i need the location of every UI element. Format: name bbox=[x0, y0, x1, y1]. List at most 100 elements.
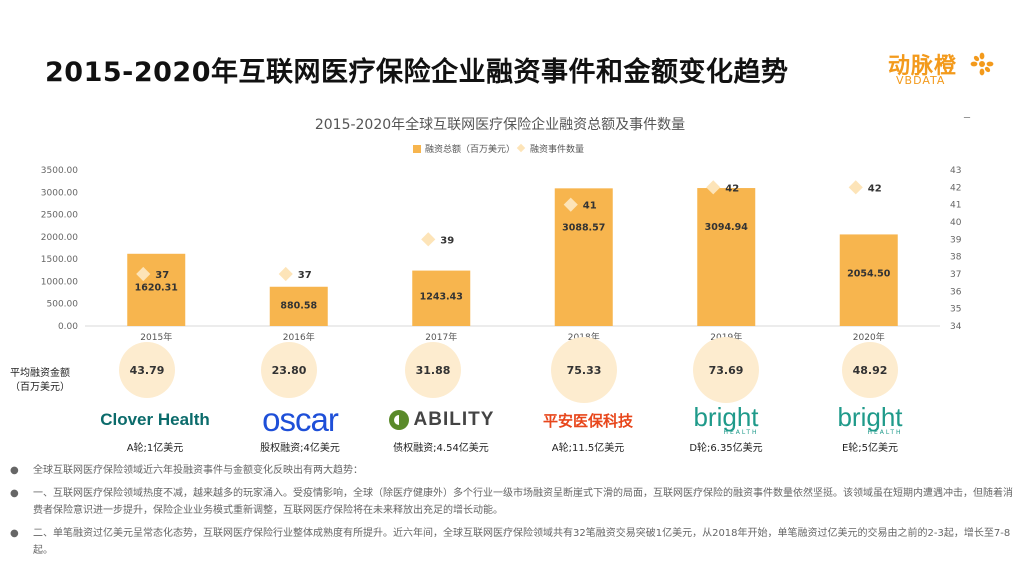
left-axis-tick: 2500.00 bbox=[41, 211, 78, 221]
ability-logo: ABILITY bbox=[371, 405, 511, 435]
event-count-point bbox=[278, 266, 293, 282]
ability-mark-icon bbox=[388, 410, 409, 430]
right-axis-tick: 41 bbox=[950, 201, 961, 211]
avg-circle-2020: 48.92 bbox=[842, 342, 898, 398]
clover-health-logo: Clover Health bbox=[85, 405, 225, 435]
event-count-point bbox=[848, 180, 863, 195]
x-axis-category-label: 2016年 bbox=[283, 331, 315, 343]
right-axis-tick: 43 bbox=[950, 166, 961, 176]
event-count-label: 37 bbox=[298, 270, 312, 281]
bar-value-label: 1243.43 bbox=[420, 292, 463, 303]
logo-flower-icon bbox=[970, 52, 994, 76]
avg-circle-2018: 75.33 bbox=[551, 337, 617, 403]
left-axis-tick: 2000.00 bbox=[41, 233, 78, 243]
chart-title: 2015-2020年全球互联网医疗保险企业融资总额及事件数量 bbox=[314, 117, 686, 133]
event-count-point bbox=[706, 180, 721, 195]
avg-circle-2017: 31.88 bbox=[405, 342, 461, 398]
legend-bar-swatch bbox=[413, 145, 421, 153]
company-caption: E轮;5亿美元 bbox=[841, 443, 899, 454]
event-count-point bbox=[421, 232, 436, 247]
logo-text-cn: 动脉橙 bbox=[888, 54, 958, 79]
company-bright-health-e: bright HEALTH E轮;5亿美元 bbox=[800, 401, 940, 455]
note-text: 一、互联网医疗保险领域热度不减，越来越多的玩家涌入。受疫情影响，全球（除医疗健康… bbox=[33, 488, 1013, 516]
note-item: ● 一、互联网医疗保险领域热度不减，越来越多的玩家涌入。受疫情影响，全球（除医疗健… bbox=[8, 485, 1013, 519]
company-ability: ABILITY 债权融资;4.54亿美元 bbox=[371, 405, 511, 454]
oscar-logo: oscar bbox=[230, 401, 370, 438]
company-caption: A轮;11.5亿美元 bbox=[551, 443, 625, 454]
bullet-dot-icon: ● bbox=[10, 528, 19, 539]
legend-marker-swatch bbox=[516, 143, 526, 153]
bar-value-label: 3094.94 bbox=[705, 222, 749, 233]
logo-text-en: VBDATA bbox=[896, 74, 946, 87]
left-axis-tick: 1000.00 bbox=[41, 277, 78, 287]
right-axis-tick: 35 bbox=[950, 305, 961, 315]
note-item: ● 二、单笔融资过亿美元呈常态化态势，互联网医疗保险行业整体成熟度有所提升。近六年… bbox=[8, 525, 1013, 559]
event-count-point bbox=[136, 266, 151, 282]
right-axis-tick: 34 bbox=[950, 322, 962, 332]
legend-bar-label: 融资总额（百万美元） bbox=[425, 143, 515, 155]
avg-funding-label: 平均融资金额 （百万美元） bbox=[10, 367, 70, 395]
event-count-label: 42 bbox=[725, 183, 739, 194]
company-pingan: 平安医保科技 A轮;11.5亿美元 bbox=[518, 405, 658, 455]
right-axis-tick: 38 bbox=[950, 253, 962, 263]
event-count-label: 41 bbox=[583, 201, 597, 212]
bar-2018年 bbox=[554, 188, 613, 326]
page-title: 2015-2020年互联网医疗保险企业融资事件和金额变化趋势 bbox=[45, 57, 789, 88]
x-axis-category-label: 2020年 bbox=[853, 331, 885, 343]
bright-health-logo: bright HEALTH bbox=[656, 401, 796, 436]
left-axis-tick: 0.00 bbox=[58, 322, 78, 332]
right-axis-tick: 37 bbox=[950, 270, 961, 280]
bullet-dot-icon: ● bbox=[10, 488, 19, 499]
event-count-label: 39 bbox=[440, 235, 454, 246]
left-axis-tick: 500.00 bbox=[47, 300, 79, 310]
oscar-wordmark: oscar bbox=[262, 401, 339, 438]
bar-2017年 bbox=[412, 270, 471, 326]
company-caption: D轮;6.35亿美元 bbox=[689, 443, 763, 454]
pingan-wordmark: 平安医保科技 bbox=[542, 411, 633, 430]
bar-2015年 bbox=[127, 253, 186, 326]
health-wordmark: HEALTH bbox=[867, 428, 903, 436]
left-axis-tick: 3500.00 bbox=[41, 166, 78, 176]
right-axis-tick: 42 bbox=[950, 183, 961, 193]
company-caption: 股权融资;4亿美元 bbox=[260, 443, 340, 454]
vbdata-logo: 动脉橙 VBDATA bbox=[888, 48, 998, 92]
bar-value-label: 880.58 bbox=[280, 300, 317, 311]
bright-wordmark: bright bbox=[837, 401, 903, 432]
bar-2016年 bbox=[269, 286, 328, 326]
legend-marker-label: 融资事件数量 bbox=[530, 143, 584, 155]
bar-value-label: 3088.57 bbox=[562, 222, 605, 233]
bar-value-label: 2054.50 bbox=[847, 268, 891, 279]
avg-circle-2019: 73.69 bbox=[693, 337, 759, 403]
right-axis-tick: 36 bbox=[950, 287, 962, 297]
bar-2020年 bbox=[839, 234, 898, 326]
x-axis-category-label: 2015年 bbox=[140, 331, 172, 343]
avg-circle-2015: 43.79 bbox=[119, 342, 175, 398]
event-count-label: 37 bbox=[155, 270, 169, 281]
health-wordmark: HEALTH bbox=[723, 428, 759, 436]
note-item: ● 全球互联网医疗保险领域近六年投融资事件与金额变化反映出有两大趋势： bbox=[8, 462, 1013, 479]
note-text: 全球互联网医疗保险领域近六年投融资事件与金额变化反映出有两大趋势： bbox=[33, 465, 363, 476]
avg-label-line2: （百万美元） bbox=[10, 382, 70, 393]
bar-value-label: 1620.31 bbox=[135, 282, 178, 293]
bright-health-logo: bright HEALTH bbox=[800, 401, 940, 436]
right-axis-tick: 39 bbox=[950, 235, 962, 245]
ability-wordmark: ABILITY bbox=[413, 409, 495, 430]
avg-circle-2016: 23.80 bbox=[261, 342, 317, 398]
company-oscar: oscar 股权融资;4亿美元 bbox=[230, 401, 370, 454]
x-axis-category-label: 2017年 bbox=[425, 331, 457, 343]
notes: ● 全球互联网医疗保险领域近六年投融资事件与金额变化反映出有两大趋势： ● 一、互联… bbox=[8, 462, 1013, 565]
avg-label-line1: 平均融资金额 bbox=[10, 368, 70, 379]
right-axis-tick: 40 bbox=[950, 218, 962, 228]
bright-wordmark: bright bbox=[693, 401, 759, 432]
company-caption: A轮;1亿美元 bbox=[126, 443, 184, 454]
bullet-dot-icon: ● bbox=[10, 465, 19, 476]
event-count-label: 42 bbox=[868, 183, 882, 194]
left-axis-tick: 1500.00 bbox=[41, 255, 78, 265]
left-axis-tick: 3000.00 bbox=[41, 188, 78, 198]
company-caption: 债权融资;4.54亿美元 bbox=[393, 443, 489, 454]
company-bright-health-d: bright HEALTH D轮;6.35亿美元 bbox=[656, 401, 796, 455]
event-count-point bbox=[563, 197, 578, 212]
corner-mark: _ bbox=[964, 104, 970, 118]
pingan-logo: 平安医保科技 bbox=[518, 405, 658, 435]
clover-health-wordmark: Clover Health bbox=[100, 410, 210, 429]
